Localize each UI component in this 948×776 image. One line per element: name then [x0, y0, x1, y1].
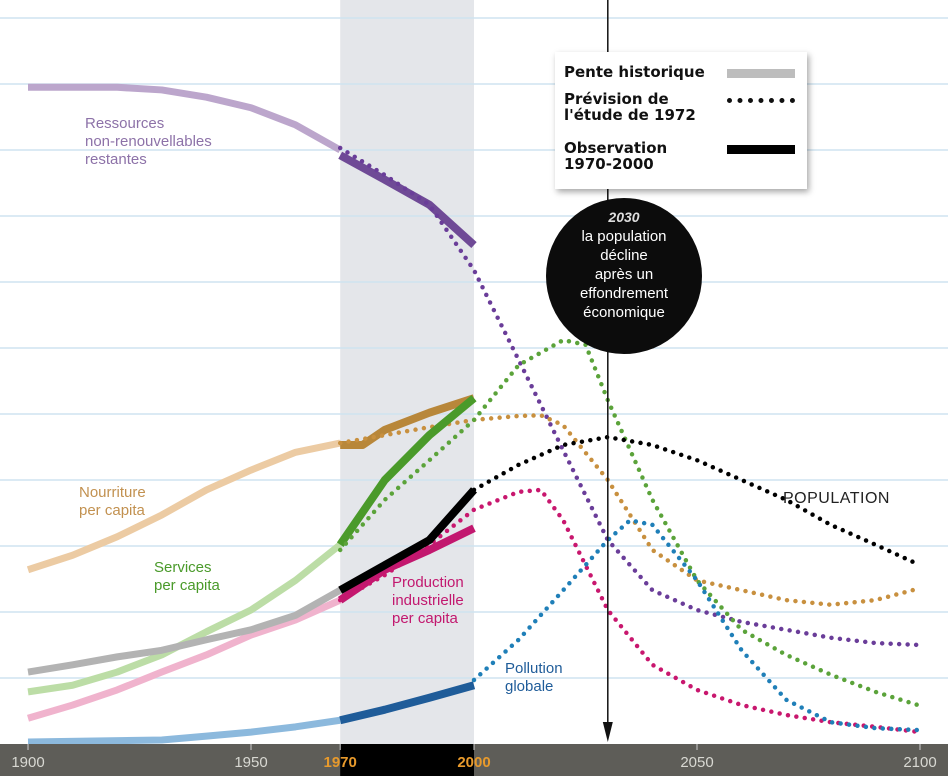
legend: Pente historique Prévision de l'étude de… — [555, 52, 807, 189]
observed-line-1 — [340, 394, 476, 450]
x-tick-label: 1950 — [234, 754, 267, 771]
historical-line-1 — [26, 439, 341, 574]
observed-line-5 — [339, 681, 476, 725]
arrow-head-icon — [602, 722, 613, 742]
historical-line-0 — [28, 83, 342, 154]
label-production: Production industrielle per capita — [392, 574, 464, 627]
legend-historical-label: Pente historique — [564, 63, 705, 81]
annotation-line: effondrement — [579, 285, 669, 302]
annotation-year: 2030 — [608, 209, 640, 225]
observed-line-0 — [338, 151, 477, 249]
x-tick-label: 2100 — [903, 754, 936, 771]
x-axis-highlight — [340, 744, 474, 776]
legend-forecast-label: Prévision de l'étude de 1972 — [564, 90, 696, 124]
label-nourriture: Nourriture per capita — [79, 484, 146, 519]
historical-line-4 — [27, 587, 342, 676]
x-tick-label: 1970 — [324, 754, 357, 771]
legend-forecast-swatch — [727, 98, 795, 103]
forecast-line-4 — [471, 434, 923, 568]
historical-line-3 — [27, 596, 342, 722]
legend-observed-label: Observation 1970-2000 — [564, 139, 668, 173]
legend-historical-swatch — [727, 69, 795, 78]
x-tick-label: 2000 — [457, 754, 490, 771]
x-tick-label: 1900 — [11, 754, 44, 771]
forecast-line-5 — [471, 517, 923, 733]
observed-line-2 — [336, 395, 477, 547]
label-services: Services per capita — [154, 559, 220, 594]
annotation-line: économique — [583, 304, 665, 321]
x-tick-label: 2050 — [680, 754, 713, 771]
label-population: POPULATION — [783, 490, 890, 507]
annotation-line: décline — [600, 247, 648, 264]
shaded-band — [340, 0, 474, 744]
annotation-2030: 2030 la population décline après un effo… — [546, 198, 702, 354]
observed-line-4 — [338, 487, 477, 594]
legend-observed-swatch — [727, 145, 795, 154]
label-ressources: Ressources non-renouvellables restantes — [85, 115, 212, 168]
annotation-line: après un — [594, 266, 654, 283]
label-pollution: Pollution globale — [505, 660, 563, 695]
historical-line-5 — [27, 716, 341, 746]
forecast-line-0 — [337, 145, 923, 648]
annotation-line: la population — [581, 228, 667, 245]
